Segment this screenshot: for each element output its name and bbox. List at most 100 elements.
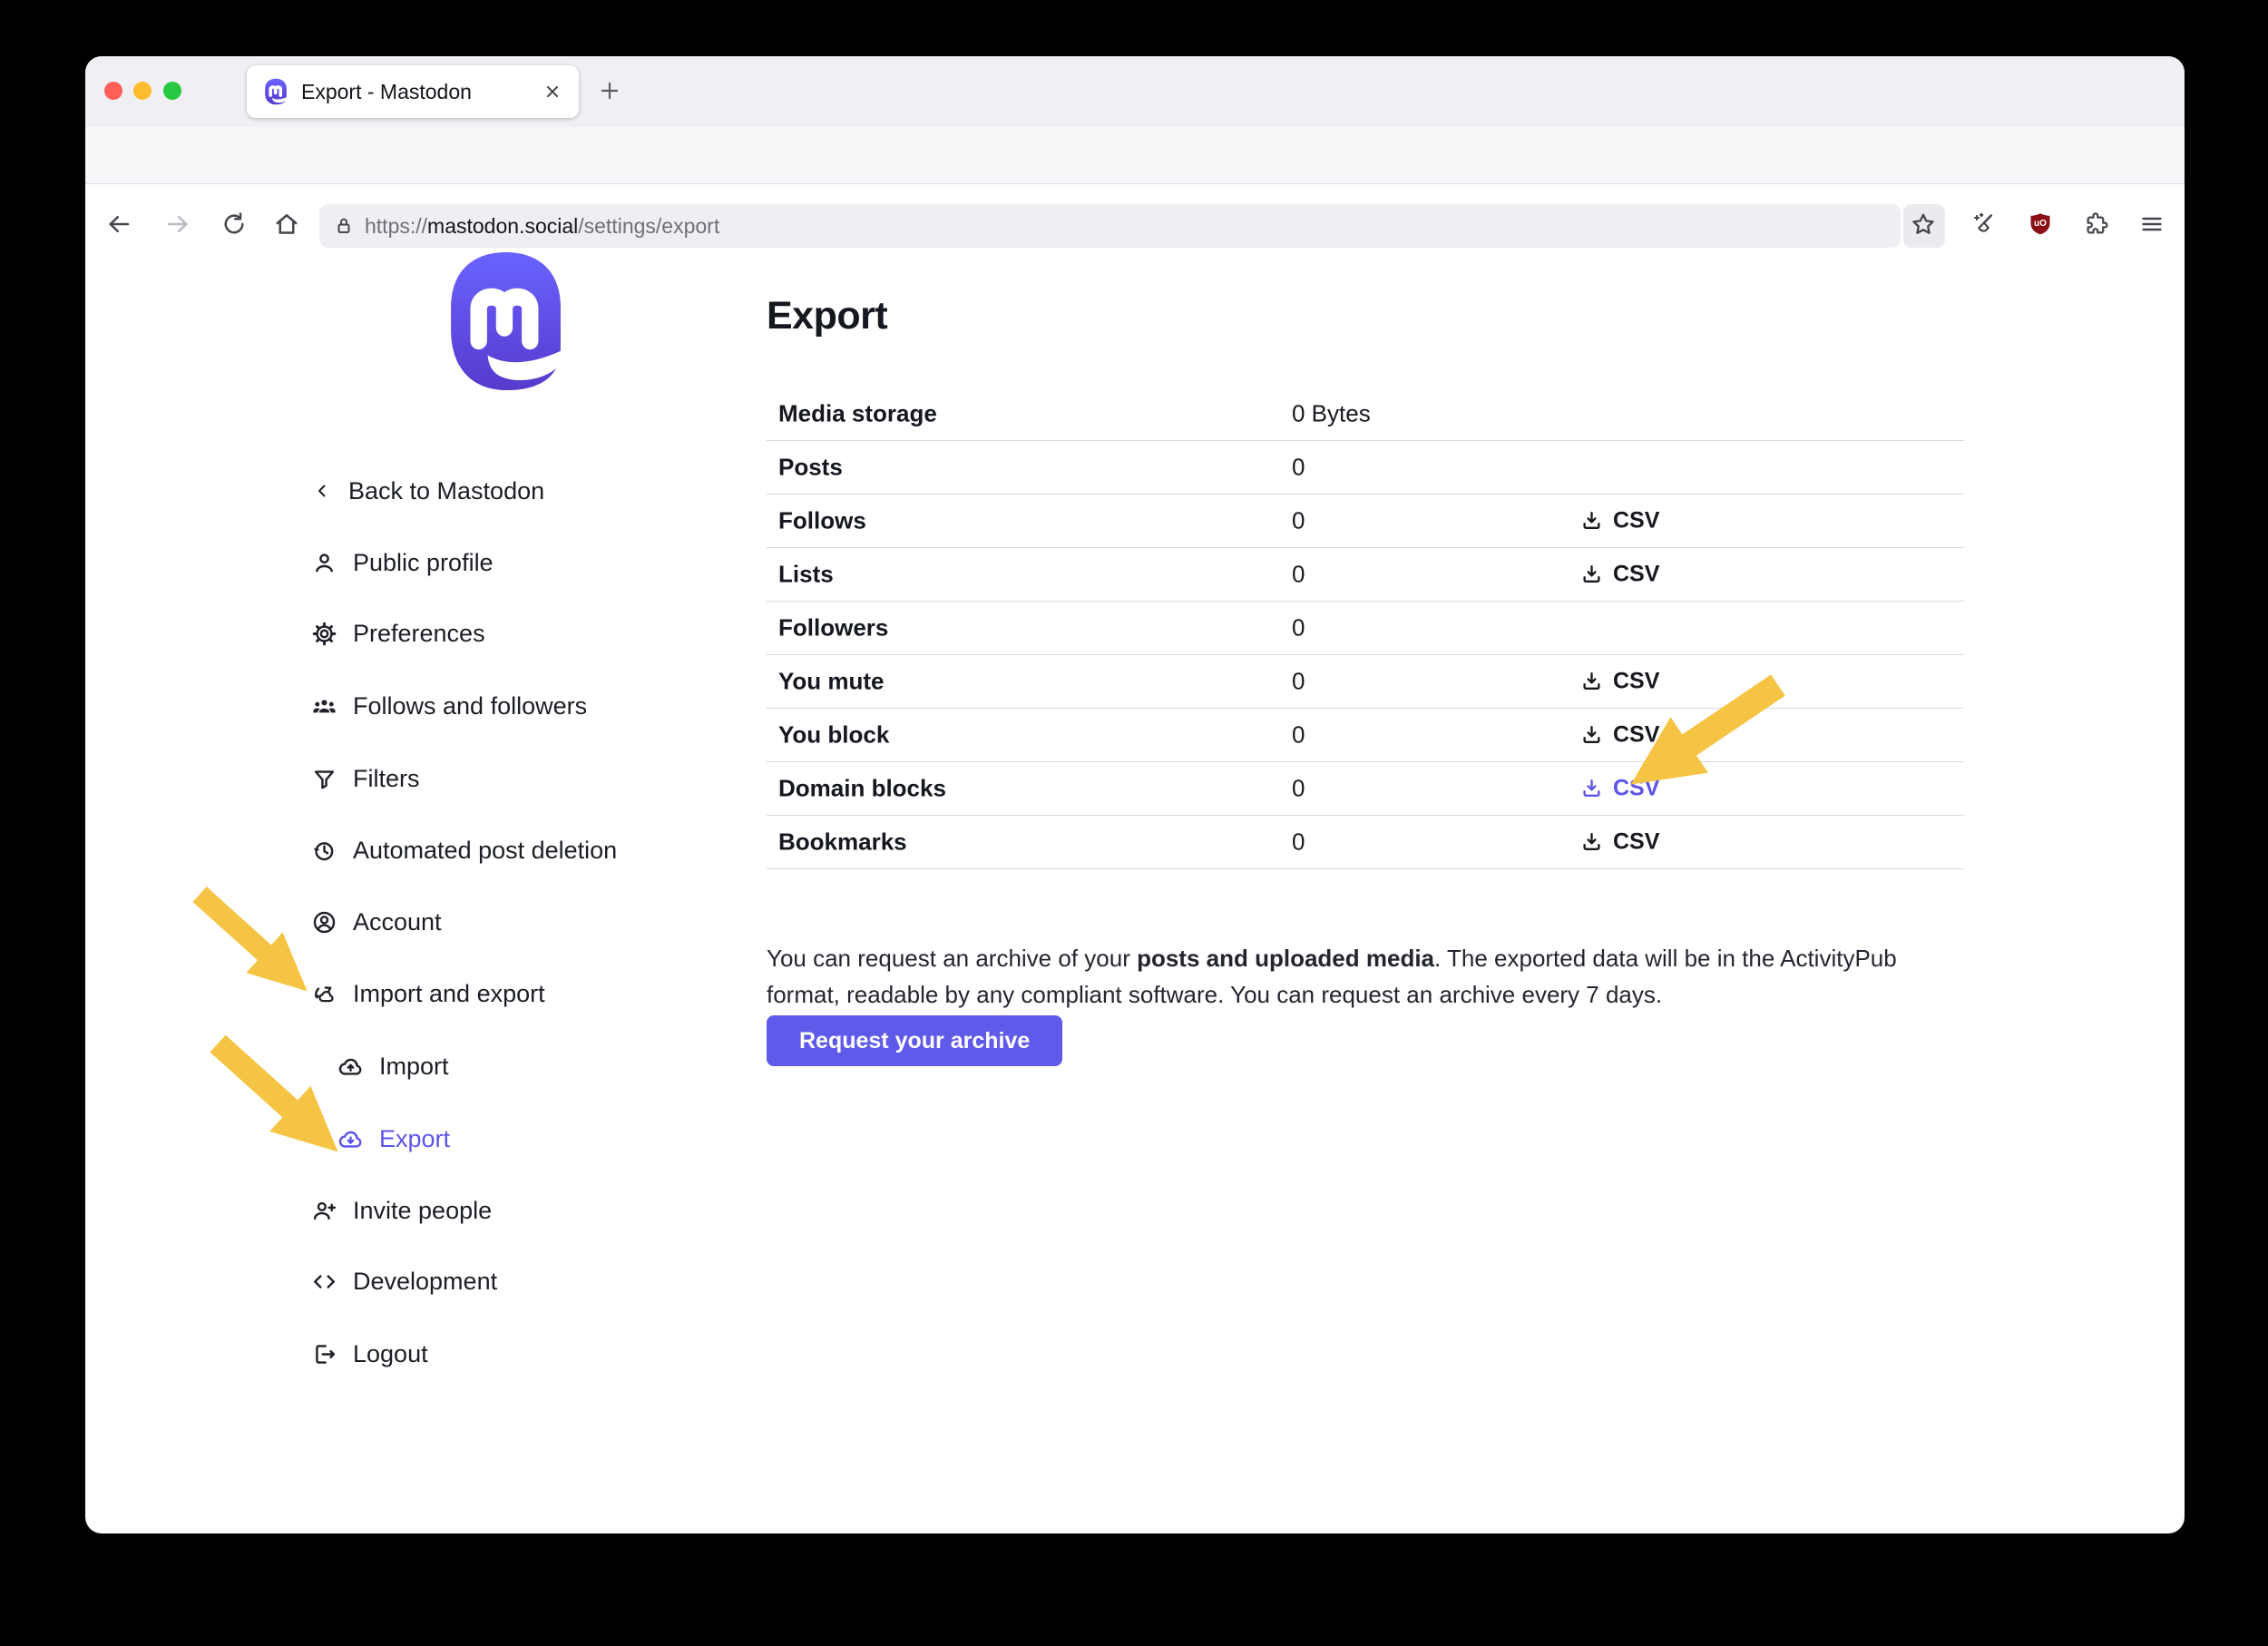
row-value: 0 xyxy=(1292,720,1305,749)
back-icon[interactable] xyxy=(105,211,132,238)
archive-note-text: You can request an archive of your xyxy=(767,945,1138,972)
cloud-download-icon xyxy=(338,1131,362,1148)
code-icon xyxy=(314,1274,335,1288)
url-bar[interactable]: https://mastodon.social/settings/export xyxy=(319,204,1901,248)
cloud-upload-icon xyxy=(338,1058,362,1075)
browser-tab[interactable]: Export - Mastodon xyxy=(247,65,579,118)
sidebar-item-automated-post-deletion[interactable]: Automated post deletion xyxy=(311,824,617,877)
sidebar-item-preferences[interactable]: Preferences xyxy=(311,607,485,660)
row-value: 0 xyxy=(1292,560,1305,588)
request-archive-button[interactable]: Request your archive xyxy=(767,1015,1063,1066)
url-scheme: https:// xyxy=(365,213,428,238)
page-title: Export xyxy=(767,293,888,338)
zoom-window-button[interactable] xyxy=(163,82,181,100)
row-value: 0 xyxy=(1292,774,1305,802)
sidebar-item-logout[interactable]: Logout xyxy=(311,1328,428,1380)
annotation-arrow-import-export xyxy=(178,869,332,1017)
sidebar-item-label: Follows and followers xyxy=(353,691,588,720)
puzzle-icon[interactable] xyxy=(2083,211,2110,238)
download-icon xyxy=(1583,565,1600,583)
csv-download-link[interactable]: CSV xyxy=(1579,669,1659,695)
sidebar-item-label: Import xyxy=(379,1052,449,1080)
download-icon xyxy=(1583,833,1600,850)
filter-icon xyxy=(314,769,335,789)
sidebar-item-filters[interactable]: Filters xyxy=(311,752,420,805)
download-icon xyxy=(1583,512,1600,529)
row-label: Followers xyxy=(778,613,889,642)
sidebar-item-invite-people[interactable]: Invite people xyxy=(311,1184,492,1237)
people-icon xyxy=(313,699,336,712)
csv-label: CSV xyxy=(1613,507,1660,534)
archive-note-text: . The exported data will be in the Activ… xyxy=(767,945,1897,1008)
csv-download-link[interactable]: CSV xyxy=(1579,508,1659,534)
csv-download-link[interactable]: CSV xyxy=(1579,829,1659,856)
sidebar-item-export[interactable]: Export xyxy=(337,1112,450,1165)
sidebar-item-label: Back to Mastodon xyxy=(348,476,545,505)
sidebar-item-label: Export xyxy=(379,1124,451,1152)
csv-label: CSV xyxy=(1613,561,1660,587)
new-tab-button[interactable] xyxy=(598,79,621,103)
row-label: Media storage xyxy=(778,399,937,427)
row-value: 0 xyxy=(1292,453,1305,481)
close-window-button[interactable] xyxy=(104,82,122,100)
sidebar-item-back-to-mastodon[interactable]: Back to Mastodon xyxy=(311,465,544,517)
sidebar-item-label: Account xyxy=(353,907,442,936)
forward-icon[interactable] xyxy=(164,211,191,238)
row-value: 0 Bytes xyxy=(1292,399,1371,427)
download-icon xyxy=(1583,726,1600,743)
sidebar-item-follows-and-followers[interactable]: Follows and followers xyxy=(311,680,587,732)
table-row-domain-blocks: Domain blocks 0 CSV xyxy=(767,762,1964,816)
sidebar-item-label: Invite people xyxy=(353,1196,493,1224)
table-row: Lists 0 CSV xyxy=(767,548,1964,602)
browser-window: Export - Mastodon https:// xyxy=(85,56,2185,1533)
sidebar-item-account[interactable]: Account xyxy=(311,896,442,948)
download-icon xyxy=(1583,672,1600,690)
broom-icon[interactable] xyxy=(1970,211,1997,238)
mastodon-logo[interactable] xyxy=(436,249,575,394)
lock-icon[interactable] xyxy=(333,215,355,237)
row-value: 0 xyxy=(1292,506,1305,534)
table-row: Posts 0 xyxy=(767,441,1964,495)
sidebar-item-development[interactable]: Development xyxy=(311,1255,497,1308)
sidebar-item-import[interactable]: Import xyxy=(337,1040,449,1092)
url-text: https://mastodon.social/settings/export xyxy=(365,214,719,239)
sidebar-item-public-profile[interactable]: Public profile xyxy=(311,536,494,589)
sidebar-item-label: Development xyxy=(353,1267,498,1295)
sidebar-item-import-and-export[interactable]: Import and export xyxy=(311,967,545,1020)
nav-toolbar: https://mastodon.social/settings/export … xyxy=(85,127,2185,248)
download-icon xyxy=(1583,779,1600,797)
url-path: /settings/export xyxy=(578,213,720,238)
mastodon-favicon-icon xyxy=(263,78,288,105)
csv-label: CSV xyxy=(1613,668,1660,694)
row-label: Domain blocks xyxy=(778,774,946,802)
row-label: Follows xyxy=(778,506,866,534)
csv-download-link[interactable]: CSV xyxy=(1579,562,1659,588)
row-label: Posts xyxy=(778,453,843,481)
csv-download-link[interactable]: CSV xyxy=(1579,722,1659,749)
tab-strip: Export - Mastodon xyxy=(85,56,2185,127)
account-circle-icon xyxy=(313,911,336,933)
star-icon[interactable] xyxy=(1910,211,1937,238)
chevron-left-icon xyxy=(318,485,326,497)
table-row: You block 0 CSV xyxy=(767,709,1964,762)
row-value: 0 xyxy=(1292,667,1305,695)
archive-note-bold: posts and uploaded media xyxy=(1137,945,1435,972)
row-label: Bookmarks xyxy=(778,828,907,856)
sidebar-item-label: Import and export xyxy=(353,979,545,1007)
import-export-icon xyxy=(314,985,334,1002)
ublock-shield-icon[interactable]: uO xyxy=(2027,211,2054,238)
table-row: Bookmarks 0 CSV xyxy=(767,816,1964,869)
url-host: mastodon.social xyxy=(427,213,579,238)
tab-close-icon[interactable] xyxy=(543,82,562,102)
csv-label: CSV xyxy=(1613,721,1660,748)
row-label: You block xyxy=(778,720,890,749)
sidebar-item-label: Logout xyxy=(353,1339,428,1367)
archive-note: You can request an archive of your posts… xyxy=(767,940,1950,1013)
minimize-window-button[interactable] xyxy=(133,82,152,100)
bookmark-button-bg xyxy=(1903,204,1945,248)
menu-icon[interactable] xyxy=(2138,211,2165,238)
home-icon[interactable] xyxy=(273,211,300,238)
reload-icon[interactable] xyxy=(220,211,248,238)
svg-text:uO: uO xyxy=(2034,219,2047,229)
table-row: Followers 0 xyxy=(767,602,1964,655)
